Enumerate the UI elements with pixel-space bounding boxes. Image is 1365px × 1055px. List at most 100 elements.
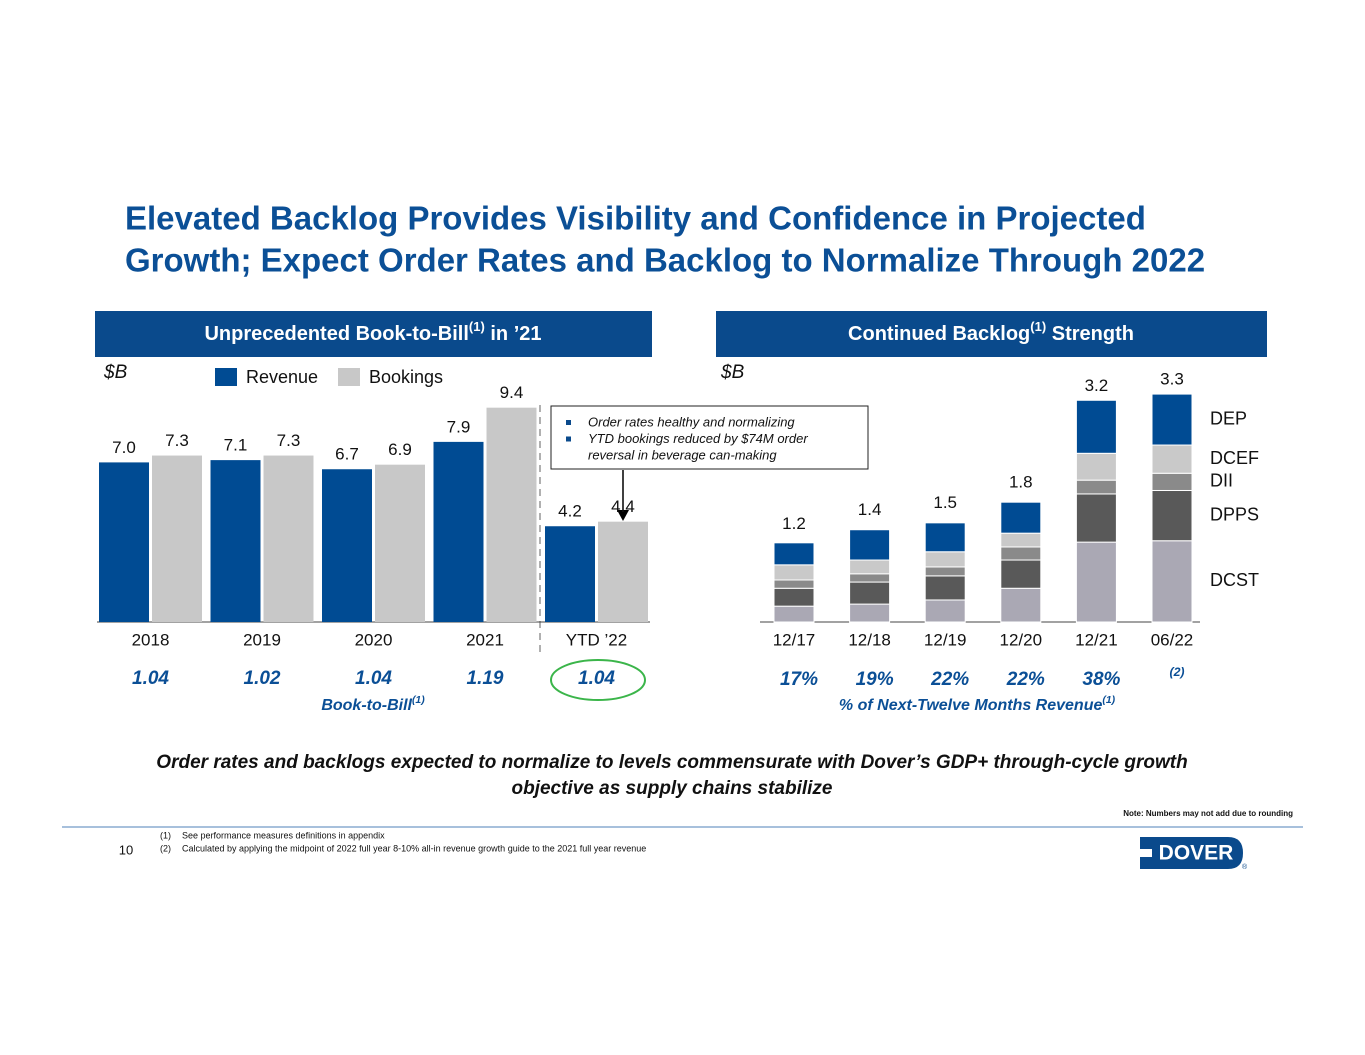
bar [210, 460, 261, 622]
logo-shape [1140, 837, 1243, 869]
total-label: 3.2 [1085, 376, 1109, 395]
annotation-arrowhead [617, 510, 629, 521]
x-tick-label: 2020 [355, 630, 393, 649]
bar [375, 464, 425, 622]
logo-mark: ® [1242, 863, 1248, 871]
label-part: 22% [1006, 669, 1045, 690]
bar-segment [924, 522, 966, 553]
bar-segment [1075, 399, 1117, 454]
bar-segment [924, 566, 966, 577]
bar [263, 455, 314, 622]
ratio-label: 1.19 [467, 668, 504, 689]
logo-text: DOVER [1159, 842, 1234, 865]
pct-label: 19% [856, 669, 894, 690]
x-tick-label: 12/21 [1075, 630, 1118, 649]
bar [433, 441, 484, 622]
bar [322, 469, 372, 622]
panel-title: Continued Backlog(1) Strength [848, 319, 1134, 345]
highlight-circle [550, 659, 646, 701]
bar-segment [849, 559, 891, 575]
ratio-caption: Book-to-Bill(1) [321, 695, 425, 714]
footnote-marker: (2) [1169, 665, 1184, 679]
bar-segment [773, 605, 815, 623]
bar-segment [849, 603, 891, 623]
legend-label: DPPS [1210, 504, 1259, 524]
x-tick-label: 2019 [243, 630, 281, 649]
total-label: 1.2 [782, 514, 806, 533]
legend-swatch [338, 368, 360, 386]
legend-label: Revenue [246, 367, 318, 387]
legend-label: DCST [1210, 570, 1259, 590]
bar-segment [1000, 587, 1042, 623]
footnote-number: (1) [160, 830, 171, 840]
value-label: 7.9 [447, 417, 471, 436]
label-part: Strength [1046, 323, 1134, 345]
bar-segment [1000, 559, 1042, 589]
bar-segment [1000, 546, 1042, 561]
panel-title: Unprecedented Book-to-Bill(1) in ’21 [204, 319, 541, 345]
conclusion: objective as supply chains stabilize [511, 778, 832, 799]
x-tick-label: 12/17 [773, 630, 816, 649]
value-label: 7.1 [224, 436, 248, 455]
bar-segment [773, 587, 815, 607]
value-label: 4.4 [611, 497, 635, 516]
footnote-number: (2) [160, 843, 171, 853]
page-number: 10 [119, 842, 133, 857]
label-part: 38% [1082, 669, 1120, 690]
legend-label: DCEF [1210, 448, 1259, 468]
ratio-label: 1.04 [355, 668, 392, 689]
panel-header [716, 311, 1267, 357]
bar-segment [924, 599, 966, 623]
value-label: 4.2 [558, 502, 582, 521]
legend-label: DII [1210, 471, 1233, 491]
bar-segment [924, 551, 966, 568]
bar-segment [1151, 489, 1193, 542]
label-part: 17% [780, 669, 818, 690]
footnote-marker: (1) [1102, 695, 1115, 706]
bar-segment [1151, 472, 1193, 491]
bar [598, 521, 648, 622]
bullet [566, 436, 571, 442]
rounding-note: Note: Numbers may not add due to roundin… [1123, 809, 1293, 818]
logo-notch [1140, 849, 1152, 857]
bar-segment [1151, 444, 1193, 474]
bar [486, 407, 537, 622]
bar [99, 462, 149, 622]
slide-title: Growth; Expect Order Rates and Backlog t… [125, 242, 1205, 279]
bar-segment [1075, 493, 1117, 543]
bar-segment [1075, 452, 1117, 481]
bar-segment [773, 564, 815, 581]
label-part: % of Next-Twelve Months Revenue [839, 697, 1103, 714]
bar-segment [849, 573, 891, 583]
label-part: Unprecedented Book-to-Bill [204, 323, 468, 345]
pct-label: 22% [930, 669, 969, 690]
value-label: 7.0 [112, 438, 136, 457]
legend-swatch [215, 368, 237, 386]
footnote: Calculated by applying the midpoint of 2… [182, 843, 646, 853]
bar-segment [773, 542, 815, 566]
annotation-text: YTD bookings reduced by $74M order [588, 431, 808, 446]
total-label: 1.8 [1009, 473, 1033, 492]
value-label: 9.4 [500, 383, 524, 402]
pct-caption: % of Next-Twelve Months Revenue(1) [839, 695, 1116, 714]
legend-label: DEP [1210, 408, 1247, 428]
x-tick-label: 12/18 [848, 630, 891, 649]
annotation-text: reversal in beverage can-making [588, 447, 777, 462]
conclusion: Order rates and backlogs expected to nor… [156, 752, 1187, 773]
pct-label: 38% [1082, 669, 1120, 690]
bar [545, 526, 595, 622]
pct-label: 22% [1006, 669, 1045, 690]
label-part: Continued Backlog [848, 323, 1030, 345]
ratio-label: 1.04 [578, 668, 615, 689]
ratio-label: 1.04 [132, 668, 169, 689]
x-tick-label: YTD ’22 [566, 630, 627, 649]
bar-segment [849, 581, 891, 605]
bar-segment [1000, 532, 1042, 548]
bar-segment [773, 579, 815, 589]
footnote-marker: (1) [412, 695, 425, 706]
bullet [566, 420, 571, 425]
total-label: 3.3 [1160, 369, 1184, 388]
label-part: Book-to-Bill [321, 697, 412, 714]
